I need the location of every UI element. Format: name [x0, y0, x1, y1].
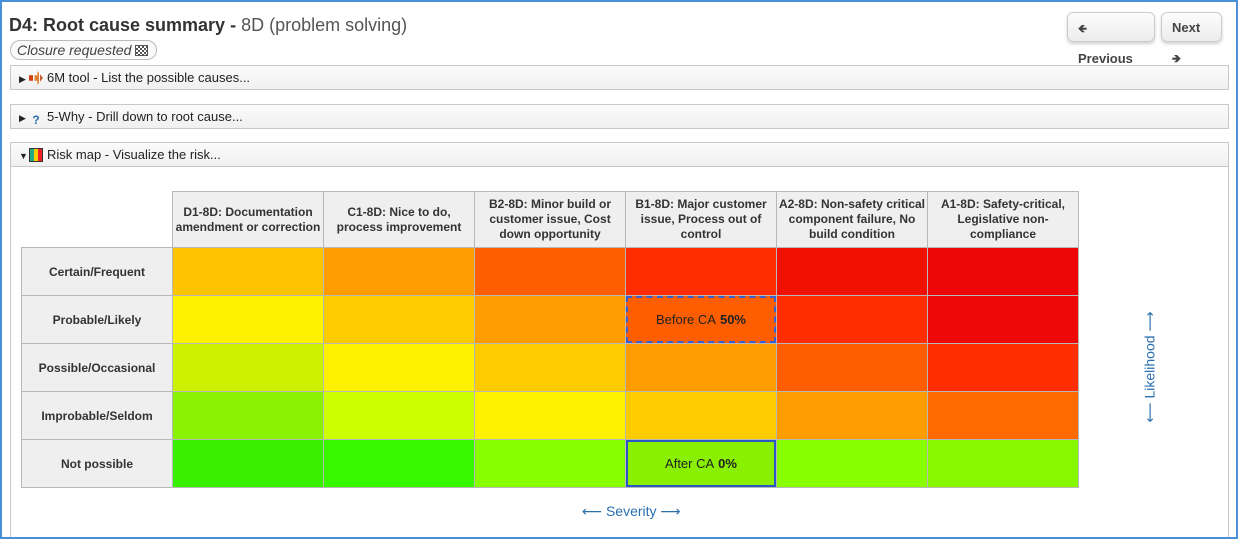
risk-cell[interactable]	[172, 391, 324, 440]
risk-cell[interactable]	[172, 247, 324, 296]
risk-map-row: Possible/Occasional	[21, 343, 1079, 392]
risk-map-row: Improbable/Seldom	[21, 391, 1079, 440]
status-badge: Closure requested	[10, 40, 158, 60]
severity-column-header: D1-8D: Documentation amendment or correc…	[172, 191, 324, 248]
risk-cell[interactable]: After CA 0%	[625, 439, 777, 488]
risk-cell[interactable]	[776, 439, 928, 488]
previous-button[interactable]: 🡸 Previous	[1067, 12, 1155, 66]
before-ca-marker-value: 50%	[719, 312, 746, 327]
risk-cell[interactable]	[323, 391, 475, 440]
risk-cell[interactable]	[172, 343, 324, 392]
arrow-left-icon: 🡸	[1078, 23, 1087, 35]
panel-risk-label: Risk map - Visualize the risk...	[47, 147, 221, 162]
risk-cell[interactable]	[927, 247, 1079, 296]
risk-cell[interactable]	[927, 439, 1079, 488]
checkered-flag-icon	[135, 45, 149, 56]
risk-cell[interactable]	[927, 295, 1079, 344]
risk-map-row: Not possible After CA 0%	[21, 439, 1079, 488]
severity-column-header: A2-8D: Non-safety critical component fai…	[776, 191, 928, 248]
risk-map-row: Certain/Frequent	[21, 247, 1079, 296]
caret-right-icon: ▶	[19, 113, 26, 123]
risk-cell[interactable]	[474, 343, 626, 392]
next-label: Next	[1172, 20, 1201, 35]
caret-down-icon: ▼	[19, 151, 28, 161]
risk-cell[interactable]	[927, 343, 1079, 392]
risk-map-table: D1-8D: Documentation amendment or correc…	[21, 191, 1079, 488]
page-title-sub: 8D (problem solving)	[241, 15, 408, 35]
likelihood-row-header: Certain/Frequent	[21, 247, 173, 296]
risk-grid-icon	[29, 148, 43, 162]
after-ca-marker: After CA 0%	[626, 440, 776, 487]
risk-cell[interactable]	[323, 439, 475, 488]
question-icon: ?	[32, 113, 40, 127]
previous-label: Previous	[1078, 51, 1133, 66]
panel-6m-tool[interactable]: ▶ 6M tool - List the possible causes...	[10, 65, 1229, 90]
after-ca-marker-label: After CA	[665, 456, 715, 471]
risk-cell[interactable]	[172, 295, 324, 344]
severity-column-header: B2-8D: Minor build or customer issue, Co…	[474, 191, 626, 248]
severity-column-header: A1-8D: Safety-critical, Legislative non-…	[927, 191, 1079, 248]
panel-6m-label: 6M tool - List the possible causes...	[47, 70, 251, 85]
severity-column-header: C1-8D: Nice to do, process improvement	[323, 191, 475, 248]
before-ca-marker: Before CA 50%	[626, 296, 776, 343]
fishbone-icon	[29, 71, 43, 85]
risk-cell[interactable]	[776, 295, 928, 344]
after-ca-marker-value: 0%	[718, 456, 737, 471]
risk-map-header-row: D1-8D: Documentation amendment or correc…	[22, 191, 1079, 248]
panel-5why-label: 5-Why - Drill down to root cause...	[47, 109, 243, 124]
risk-cell[interactable]	[172, 439, 324, 488]
panel-5-why[interactable]: ▶? 5-Why - Drill down to root cause...	[10, 104, 1229, 129]
page-title: D4: Root cause summary - 8D (problem sol…	[9, 15, 407, 36]
risk-cell[interactable]	[776, 391, 928, 440]
status-label: Closure requested	[17, 42, 132, 58]
severity-axis-label: ⟵ Severity ⟶	[582, 503, 681, 519]
likelihood-row-header: Improbable/Seldom	[21, 391, 173, 440]
risk-cell[interactable]: Before CA 50%	[625, 295, 777, 344]
page-title-main: D4: Root cause summary -	[9, 15, 237, 35]
likelihood-row-header: Possible/Occasional	[21, 343, 173, 392]
risk-cell[interactable]	[323, 247, 475, 296]
risk-map-corner	[22, 192, 173, 248]
likelihood-row-header: Not possible	[21, 439, 173, 488]
likelihood-row-header: Probable/Likely	[21, 295, 173, 344]
risk-cell[interactable]	[474, 439, 626, 488]
panel-risk-map[interactable]: ▼ Risk map - Visualize the risk...	[10, 142, 1229, 167]
caret-right-icon: ▶	[19, 74, 26, 84]
arrow-right-icon: 🡺	[1172, 53, 1181, 65]
before-ca-marker-label: Before CA	[655, 312, 716, 327]
severity-column-header: B1-8D: Major customer issue, Process out…	[625, 191, 777, 248]
risk-cell[interactable]	[474, 391, 626, 440]
risk-cell[interactable]	[323, 343, 475, 392]
risk-map-row: Probable/Likely Before CA 50%	[21, 295, 1079, 344]
risk-cell[interactable]	[625, 343, 777, 392]
risk-cell[interactable]	[474, 247, 626, 296]
risk-cell[interactable]	[776, 247, 928, 296]
risk-cell[interactable]	[927, 391, 1079, 440]
risk-cell[interactable]	[625, 391, 777, 440]
risk-cell[interactable]	[323, 295, 475, 344]
risk-cell[interactable]	[776, 343, 928, 392]
likelihood-axis-label: ⟵ Likelihood ⟶	[1141, 311, 1158, 423]
risk-cell[interactable]	[625, 247, 777, 296]
risk-cell[interactable]	[474, 295, 626, 344]
next-button[interactable]: Next 🡺	[1161, 12, 1222, 65]
